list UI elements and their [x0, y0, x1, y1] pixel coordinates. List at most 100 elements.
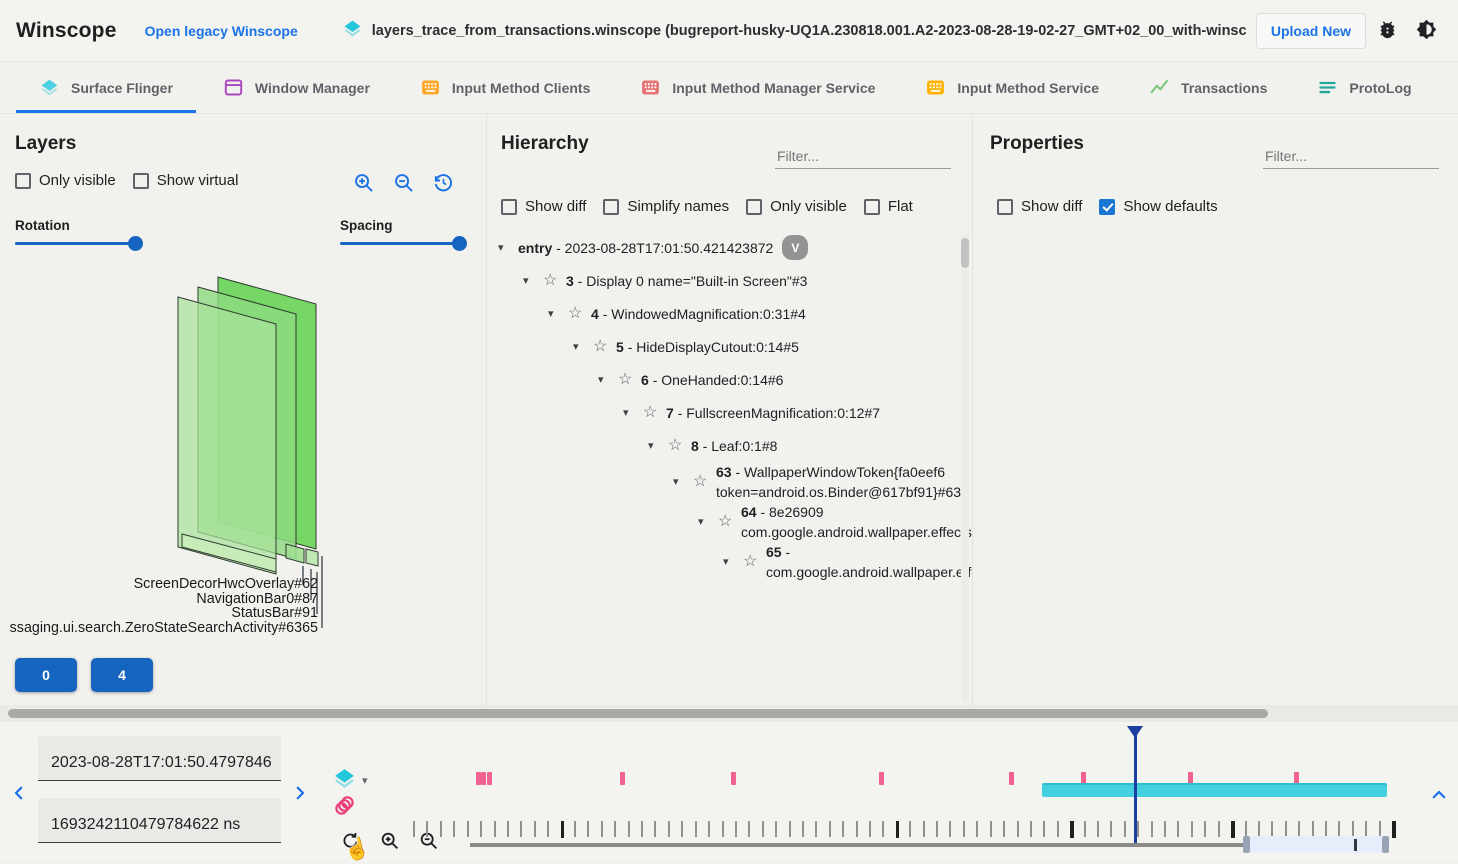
- trace-entry-tick[interactable]: [855, 821, 858, 837]
- trace-entry-tick[interactable]: [1257, 821, 1260, 837]
- tab-input-method-manager-service[interactable]: Input Method Manager Service: [615, 62, 900, 113]
- trace-entry-tick[interactable]: [761, 821, 764, 837]
- tree-node-4[interactable]: ▾ ☆ 4 - WindowedMagnification:0:31#4: [486, 297, 972, 330]
- checkbox-only-visible[interactable]: Only visible: [746, 198, 847, 215]
- trace-entry-tick[interactable]: [1204, 821, 1207, 837]
- trace-entry-tick[interactable]: [1029, 821, 1032, 837]
- trace-entry-tick[interactable]: [815, 821, 818, 837]
- pin-star-icon[interactable]: ☆: [693, 473, 708, 490]
- trace-entry-tick[interactable]: [1016, 821, 1019, 837]
- trace-entry-tick[interactable]: [828, 821, 831, 837]
- chevron-down-icon[interactable]: ▾: [362, 775, 368, 787]
- trace-entry-tick[interactable]: [506, 821, 509, 837]
- trace-entry-tick[interactable]: [1190, 821, 1193, 837]
- trace-entry-tick[interactable]: [641, 821, 643, 837]
- trace-entry-tick[interactable]: [1324, 821, 1327, 837]
- trace-entry-tick[interactable]: [560, 821, 564, 838]
- checkbox-simplify-names[interactable]: Simplify names: [603, 198, 729, 215]
- checkbox-flat[interactable]: Flat: [863, 198, 913, 215]
- trace-entry-tick[interactable]: [573, 821, 576, 837]
- transition-event-mark[interactable]: [1294, 772, 1299, 785]
- pin-star-icon[interactable]: ☆: [668, 436, 683, 454]
- trace-entry-tick[interactable]: [667, 821, 670, 837]
- trace-entry-tick[interactable]: [895, 821, 900, 838]
- timeline-zoom-out-button[interactable]: [418, 830, 439, 854]
- trace-entry-tick[interactable]: [439, 821, 442, 837]
- checkbox-show-defaults[interactable]: Show defaults: [1099, 198, 1218, 215]
- trace-entry-tick[interactable]: [413, 821, 415, 837]
- trace-entry-tick[interactable]: [962, 821, 965, 837]
- trace-entry-tick[interactable]: [922, 821, 925, 837]
- trace-entry-tick[interactable]: [748, 821, 751, 837]
- transition-event-mark[interactable]: [487, 772, 492, 785]
- pin-star-icon[interactable]: ☆: [618, 370, 633, 388]
- surface-flinger-active-range-bar[interactable]: [1042, 783, 1387, 797]
- pin-star-icon[interactable]: ☆: [743, 553, 758, 570]
- tree-node-64[interactable]: ▾ ☆ 64 - 8e26909 com.google.android.wallpa…: [486, 502, 972, 542]
- trace-entry-tick[interactable]: [1365, 821, 1368, 837]
- trace-entry-tick[interactable]: [694, 821, 697, 837]
- trace-entry-tick[interactable]: [1311, 821, 1314, 837]
- pin-star-icon[interactable]: ☆: [718, 513, 733, 530]
- trace-entry-tick[interactable]: [1271, 821, 1274, 837]
- next-entry-button[interactable]: [291, 784, 309, 805]
- trace-entry-tick[interactable]: [493, 821, 496, 837]
- pin-star-icon[interactable]: ☆: [593, 337, 608, 355]
- trace-entry-tick[interactable]: [708, 821, 710, 837]
- spacing-slider[interactable]: [340, 235, 467, 251]
- expand-arrow-icon[interactable]: ▾: [498, 241, 504, 254]
- trace-entry-tick[interactable]: [775, 821, 778, 837]
- expand-arrow-icon[interactable]: ▾: [598, 373, 604, 386]
- tree-node-3[interactable]: ▾ ☆ 3 - Display 0 name="Built-in Screen"#3: [486, 264, 972, 297]
- trace-entry-tick[interactable]: [1083, 821, 1086, 837]
- trace-entry-tick[interactable]: [1284, 821, 1287, 837]
- trace-entry-tick[interactable]: [1043, 821, 1046, 837]
- transition-event-mark[interactable]: [1081, 772, 1086, 785]
- checkbox-show-diff[interactable]: Show diff: [501, 198, 586, 215]
- trace-entry-tick[interactable]: [882, 821, 885, 837]
- trace-entry-tick[interactable]: [1070, 821, 1074, 838]
- transition-event-mark[interactable]: [476, 772, 481, 785]
- upload-new-button[interactable]: Upload New: [1255, 12, 1366, 49]
- trace-entry-tick[interactable]: [453, 821, 456, 837]
- dark-mode-toggle[interactable]: [1413, 16, 1440, 46]
- trace-entry-tick[interactable]: [426, 821, 429, 837]
- surface-flinger-trace-icon[interactable]: [332, 766, 357, 796]
- pin-star-icon[interactable]: ☆: [643, 403, 658, 421]
- transition-event-mark[interactable]: [620, 772, 625, 785]
- hierarchy-filter-input[interactable]: [775, 144, 951, 169]
- tree-node-7[interactable]: ▾ ☆ 7 - FullscreenMagnification:0:12#7: [486, 396, 972, 429]
- tab-transactions[interactable]: Transactions: [1124, 62, 1292, 113]
- expand-arrow-icon[interactable]: ▾: [623, 406, 629, 419]
- previous-entry-button[interactable]: [10, 784, 28, 805]
- checkbox-show-virtual[interactable]: Show virtual: [132, 172, 238, 189]
- expand-arrow-icon[interactable]: ▾: [648, 439, 654, 452]
- trace-entry-tick[interactable]: [681, 821, 684, 837]
- trace-entry-tick[interactable]: [547, 821, 550, 837]
- trace-entry-tick[interactable]: [1097, 821, 1099, 837]
- tab-input-method-service[interactable]: Input Method Service: [900, 62, 1124, 113]
- transition-event-mark[interactable]: [1188, 772, 1193, 785]
- trace-entry-tick[interactable]: [600, 821, 603, 837]
- tree-node-6[interactable]: ▾ ☆ 6 - OneHanded:0:14#6: [486, 363, 972, 396]
- trace-entry-tick[interactable]: [1123, 821, 1126, 837]
- range-handle-right[interactable]: [1382, 836, 1389, 853]
- expand-arrow-icon[interactable]: ▾: [723, 556, 729, 568]
- trace-entry-tick[interactable]: [533, 821, 536, 837]
- tab-protolog[interactable]: ProtoLog: [1292, 62, 1436, 113]
- trace-entry-tick[interactable]: [801, 821, 804, 837]
- main-scrollbar[interactable]: [0, 705, 1458, 722]
- trace-entry-tick[interactable]: [842, 821, 845, 837]
- timeline-reset-zoom-button[interactable]: [340, 830, 361, 854]
- pin-star-icon[interactable]: ☆: [568, 304, 583, 322]
- trace-entry-tick[interactable]: [480, 821, 483, 837]
- expand-arrow-icon[interactable]: ▾: [673, 476, 679, 488]
- trace-entry-tick[interactable]: [1164, 821, 1166, 837]
- reset-view-button[interactable]: [432, 171, 455, 197]
- trace-entry-tick[interactable]: [1231, 821, 1235, 838]
- checkbox-show-diff[interactable]: Show diff: [997, 198, 1082, 215]
- tree-node-65[interactable]: ▾ ☆ 65 - com.google.android.wallpaper.effe…: [486, 542, 972, 582]
- zoom-out-button[interactable]: [392, 171, 415, 197]
- tree-node-63[interactable]: ▾ ☆ 63 - WallpaperWindowToken{fa0eef6 toke…: [486, 462, 972, 502]
- trace-entry-tick[interactable]: [949, 821, 952, 837]
